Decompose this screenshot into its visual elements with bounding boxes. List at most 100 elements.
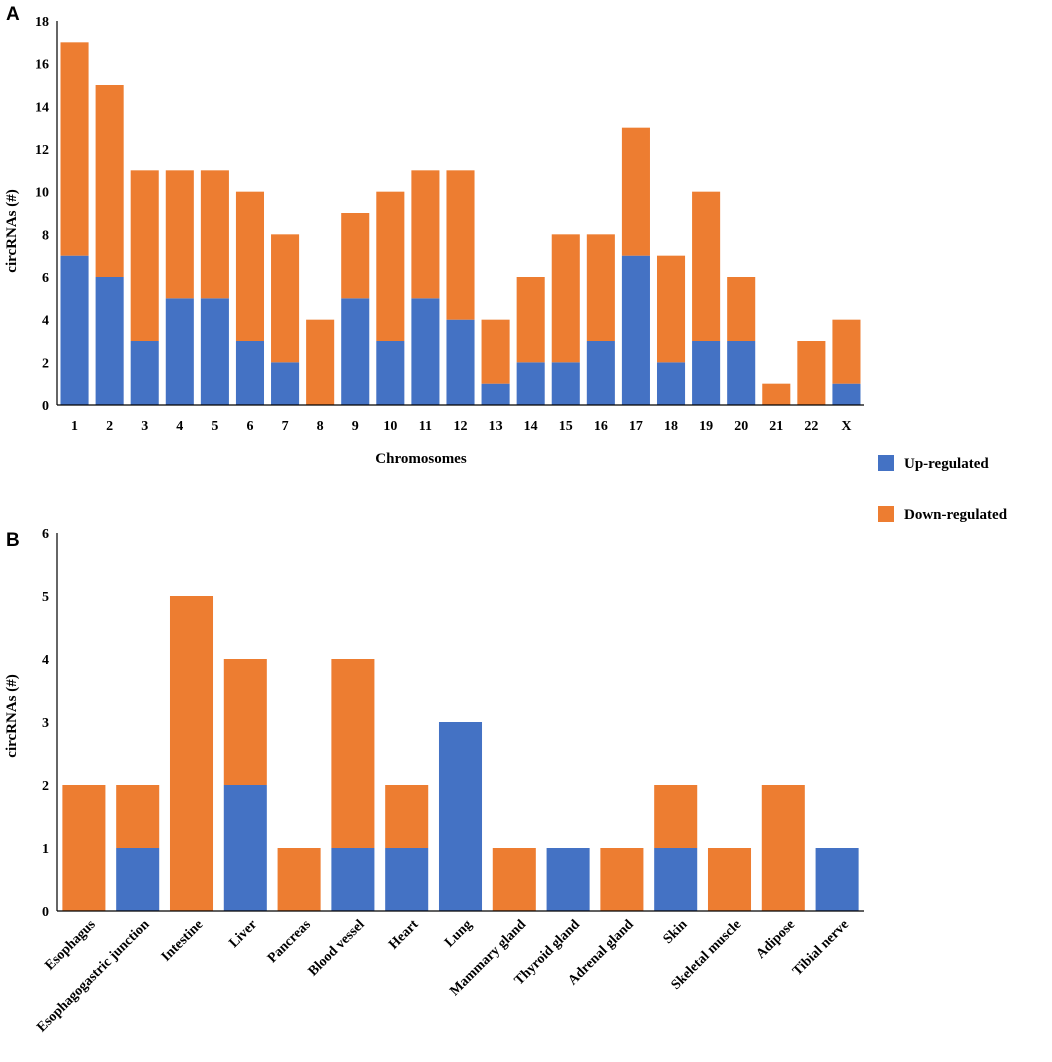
chart-a-bar-up-18 [656,362,686,405]
chart-a-bar-down-20 [727,277,756,341]
chart-a-bar-down-6 [235,191,265,341]
chart-b-bar-down-liver [223,659,267,785]
chart-b-bar-up-lung [438,722,483,911]
chart-a-bar-down-14 [516,277,545,363]
chart-a-bar-down-7 [271,234,300,363]
chart-a-y-axis-title: circRNAs (#) [4,189,20,272]
chart-b-bar-up-blood-vessel [331,848,375,911]
chart-a-x-tick-label: 9 [352,419,359,434]
legend-swatch-up [878,455,894,471]
chart-a-x-axis-title: Chromosomes [375,451,467,467]
chart-a-bar-down-9 [341,213,370,299]
chart-b-bar-up-thyroid-gland [546,848,590,911]
chart-b-x-tick-label: Esophagus [42,917,99,974]
legend-label-up: Up-regulated [904,456,989,472]
chart-b-bar-up-heart [385,848,429,911]
chart-b-bars [62,596,859,911]
chart-a-bar-down-2 [95,85,124,277]
chart-a-y-tick-label: 10 [35,186,49,201]
chart-a-bar-down-10 [376,191,405,341]
chart-a-bar-up-6 [235,341,265,405]
chart-a-y-tick-label: 16 [35,58,49,73]
chart-b-bar-down-adipose [761,785,805,911]
chart-a-bar-up-13 [481,383,510,405]
chart-a-bar-up-7 [271,362,300,405]
chart-a-x-tick-label: 1 [71,419,78,434]
chart-b-y-ticks: 0 1 2 3 4 5 6 [42,527,49,920]
legend: Up-regulated Down-regulated [878,455,1008,523]
chart-a-bar-down-x [832,319,861,384]
chart-a-bar-up-1 [60,255,89,405]
chart-b-y-tick-label: 4 [42,653,49,668]
chart-a-x-tick-label: 15 [559,419,573,434]
chart-b-y-tick-label: 3 [42,716,49,731]
chart-a-y-tick-label: 4 [42,314,49,329]
chart-b-bar-down-mammary-gland [492,848,536,911]
chart-a-bar-down-11 [411,170,440,299]
chart-a-bar-up-2 [95,277,124,405]
chart-a-bar-down-5 [200,170,229,299]
chart-a-x-tick-label: 18 [664,419,678,434]
chart-a-x-tick-label: 17 [629,419,643,434]
chart-b-bar-up-skin [654,848,698,911]
chart-b-x-tick-label: Pancreas [265,917,314,966]
chart-a-bar-up-11 [411,298,440,405]
chart-a-bar-down-18 [656,255,686,363]
chart-a-x-tick-label: 21 [769,419,783,434]
chart-a-x-tick-label: 16 [594,419,608,434]
chart-a-x-tick-label: 19 [699,419,713,434]
chart-b-bar-down-intestine [169,596,214,911]
chart-a-bar-up-10 [376,341,405,405]
chart-b-y-tick-label: 5 [42,590,49,605]
chart-a-y-tick-label: 0 [42,399,49,414]
chart-a-x-tick-label: 6 [246,419,253,434]
chart-a-bar-down-13 [481,319,510,384]
chart-a-x-ticks: 1 2 3 4 5 6 7 8 9 10 11 12 13 14 15 16 17 18 19 20 21 22 X [71,419,851,434]
chart-a-bar-up-19 [692,341,721,405]
chart-a-bar-down-12 [446,170,475,320]
chart-a-x-tick-label: X [841,419,851,434]
chart-b-bar-down-pancreas [277,848,321,911]
chart-a-bar-up-14 [516,362,545,405]
chart-a-bar-up-5 [200,298,229,405]
chart-b-x-tick-label: Blood vessel [306,917,368,979]
chart-b-y-tick-label: 2 [42,779,49,794]
chart-a-y-tick-label: 6 [42,271,49,286]
legend-label-down: Down-regulated [904,507,1008,523]
chart-b-y-tick-label: 0 [42,905,49,920]
chart-a-x-tick-label: 14 [524,419,538,434]
chart-a-y-tick-label: 12 [35,143,49,158]
chart-a-x-tick-label: 10 [383,419,397,434]
chart-b-x-tick-label: Lung [442,917,475,950]
chart-b-bar-down-heart [385,785,429,848]
chart-b-y-tick-label: 6 [42,527,49,542]
chart-b-x-tick-label: Tibial nerve [790,917,852,979]
chart-b-y-axis-title: circRNAs (#) [4,674,20,757]
chart-a-bar-up-4 [165,298,194,405]
chart-a-y-tick-label: 14 [35,100,49,115]
chart-a-bar-down-22 [797,341,826,405]
chart-a-bar-up-16 [586,341,615,405]
chart-b-bar-down-skin [654,785,698,848]
chart-a-x-tick-label: 11 [419,419,432,434]
chart-a-x-tick-label: 20 [734,419,748,434]
chart-a-bar-up-15 [551,362,580,405]
chart-a-bar-down-19 [692,191,721,341]
chart-a-x-tick-label: 12 [454,419,468,434]
chart-b-y-tick-label: 1 [42,842,49,857]
chart-a-x-tick-label: 5 [211,419,218,434]
chart-b-x-tick-label: Skin [661,917,691,947]
panel-label-b: B [6,530,20,551]
chart-a-bar-up-20 [727,341,756,405]
chart-a-bar-down-15 [551,234,580,363]
chart-b-x-tick-label: Heart [386,917,422,953]
chart-a-bar-up-9 [341,298,370,405]
chart-b-x-tick-label: Intestine [159,917,206,964]
chart-a-x-tick-label: 3 [141,419,148,434]
chart-a-bar-down-4 [165,170,194,299]
chart-a-x-tick-label: 4 [176,419,183,434]
